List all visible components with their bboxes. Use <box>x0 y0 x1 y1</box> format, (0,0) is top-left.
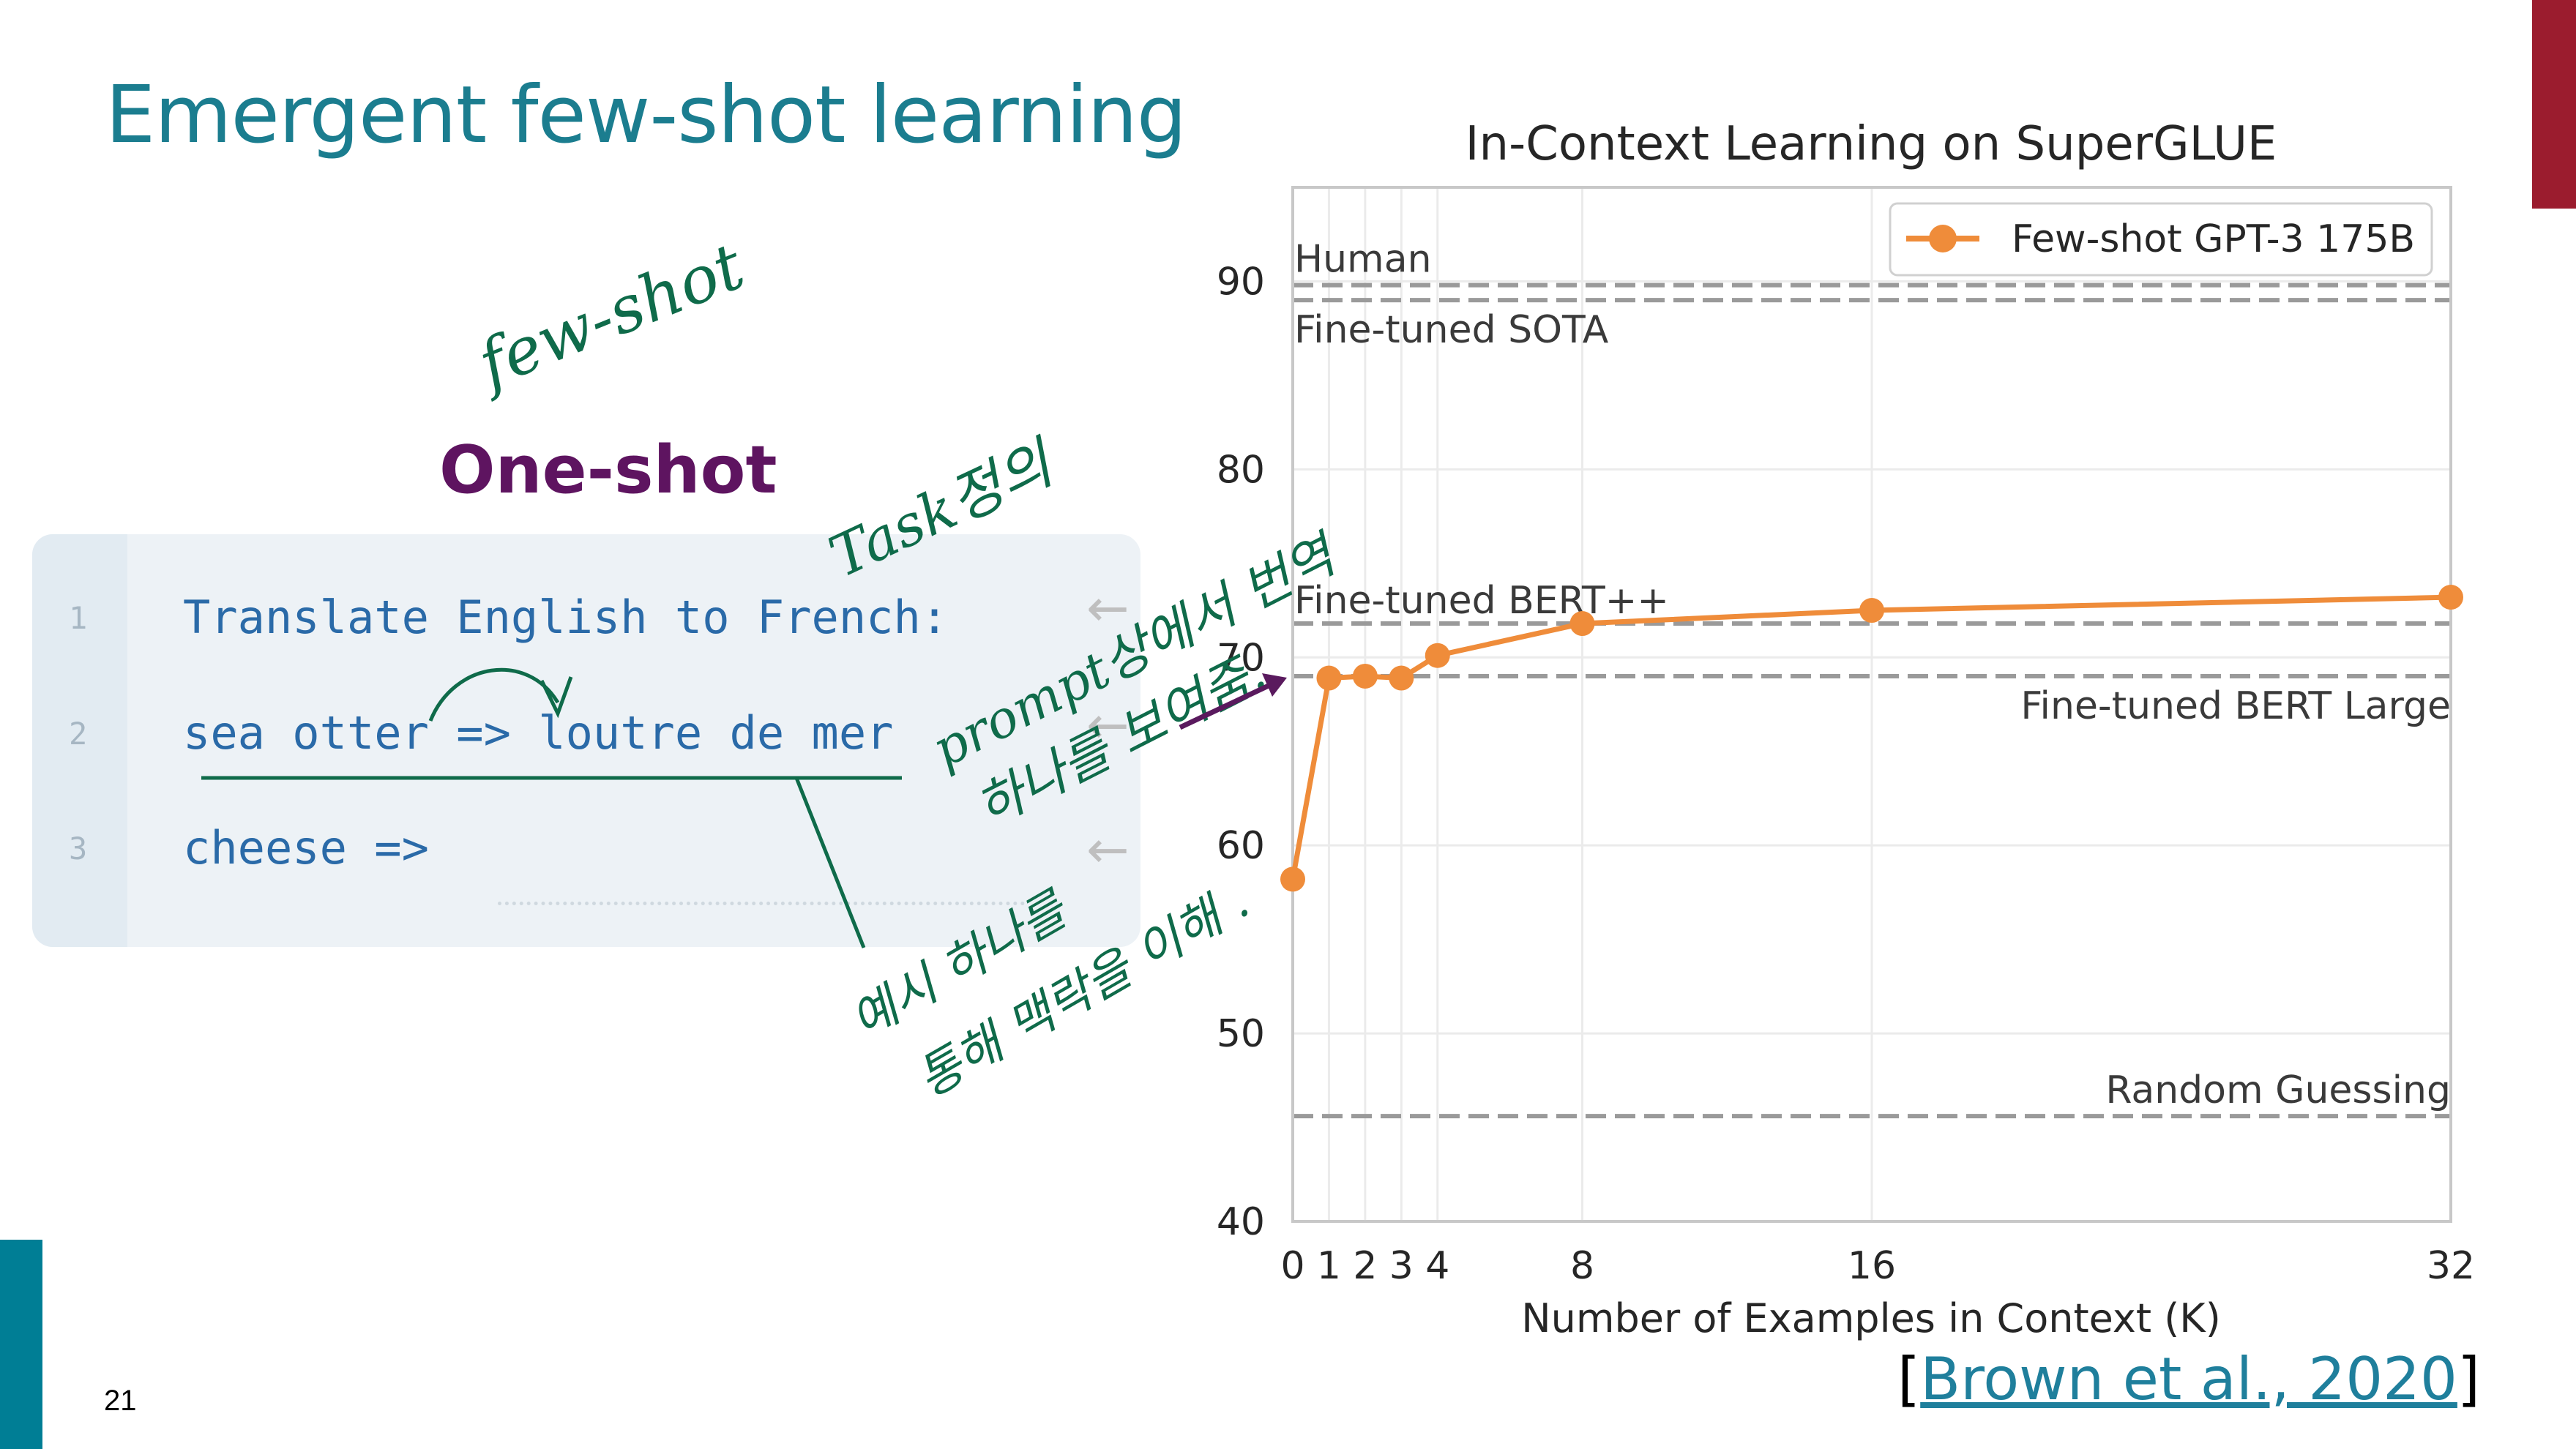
y-tick-label: 90 <box>1217 260 1265 304</box>
data-point <box>1859 598 1884 624</box>
x-tick-label: 8 <box>1570 1244 1594 1288</box>
line-number: 3 <box>69 831 88 866</box>
citation-close-bracket: ] <box>2457 1345 2481 1413</box>
left-arrow-icon: ← <box>1086 695 1130 755</box>
plot-frame <box>1291 186 2452 1223</box>
line-number-gutter <box>32 534 127 947</box>
x-tick-label: 2 <box>1353 1244 1377 1288</box>
data-point <box>2438 585 2463 610</box>
accent-bar-bottom-left <box>0 1240 42 1449</box>
citation-open-bracket: [ <box>1897 1345 1921 1413</box>
y-tick-label: 40 <box>1217 1200 1265 1244</box>
y-tick-label: 70 <box>1217 636 1265 680</box>
data-point <box>1425 643 1450 668</box>
page-number: 21 <box>104 1385 137 1417</box>
left-arrow-icon: ← <box>1086 820 1130 880</box>
y-tick-label: 50 <box>1217 1012 1265 1056</box>
legend-box <box>1889 202 2433 277</box>
answer-placeholder-dots <box>498 902 1025 905</box>
x-tick-label: 3 <box>1389 1244 1414 1288</box>
x-tick-label: 4 <box>1425 1244 1449 1288</box>
y-tick-label: 60 <box>1217 824 1265 868</box>
reference-line-label: Fine-tuned BERT++ <box>1294 579 1669 623</box>
series-line <box>1280 585 2463 892</box>
x-axis-label: Number of Examples in Context (K) <box>1521 1295 2221 1341</box>
line-number: 1 <box>69 600 88 636</box>
data-point <box>1316 665 1342 691</box>
citation: [Brown et al., 2020] <box>1897 1345 2480 1413</box>
one-shot-heading: One-shot <box>439 432 777 509</box>
x-tick-label: 1 <box>1317 1244 1341 1288</box>
axis-ticks: 40 50 60 70 80 90 0 1 2 3 4 8 16 32 <box>1217 260 2475 1288</box>
reference-line-label: Random Guessing <box>2105 1068 2451 1112</box>
legend-marker <box>1929 225 1957 252</box>
prompt-line-query: cheese => <box>183 821 429 875</box>
data-point <box>1569 611 1595 637</box>
chart-legend: Few-shot GPT-3 175B <box>1889 202 2433 277</box>
slide-title: Emergent few-shot learning <box>105 70 1187 161</box>
y-tick-label: 80 <box>1217 448 1265 492</box>
line-number: 2 <box>69 716 88 752</box>
accent-bar-top-right <box>2532 0 2576 209</box>
x-tick-label: 16 <box>1848 1244 1896 1288</box>
reference-lines: Human Fine-tuned SOTA Fine-tuned BERT++ Fin… <box>1293 238 2451 1119</box>
reference-line-label: Fine-tuned SOTA <box>1294 308 1609 352</box>
reference-line-label: Human <box>1294 238 1432 282</box>
prompt-line-example: sea otter => loutre de mer <box>183 706 894 760</box>
prompt-code-box: 1 2 3 Translate English to French: sea o… <box>32 534 1140 947</box>
prompt-line-task: Translate English to French: <box>183 591 949 644</box>
chart-title: In-Context Learning on SuperGLUE <box>1466 117 2277 171</box>
x-tick-label: 32 <box>2427 1244 2475 1288</box>
legend-series-name: Few-shot GPT-3 175B <box>2012 217 2415 261</box>
left-arrow-icon: ← <box>1086 578 1130 638</box>
data-point <box>1389 665 1414 691</box>
data-point <box>1352 663 1378 689</box>
x-tick-label: 0 <box>1280 1244 1304 1288</box>
citation-link[interactable]: Brown et al., 2020 <box>1920 1345 2457 1413</box>
reference-line-label: Fine-tuned BERT Large <box>2020 684 2451 728</box>
data-point <box>1280 866 1305 892</box>
